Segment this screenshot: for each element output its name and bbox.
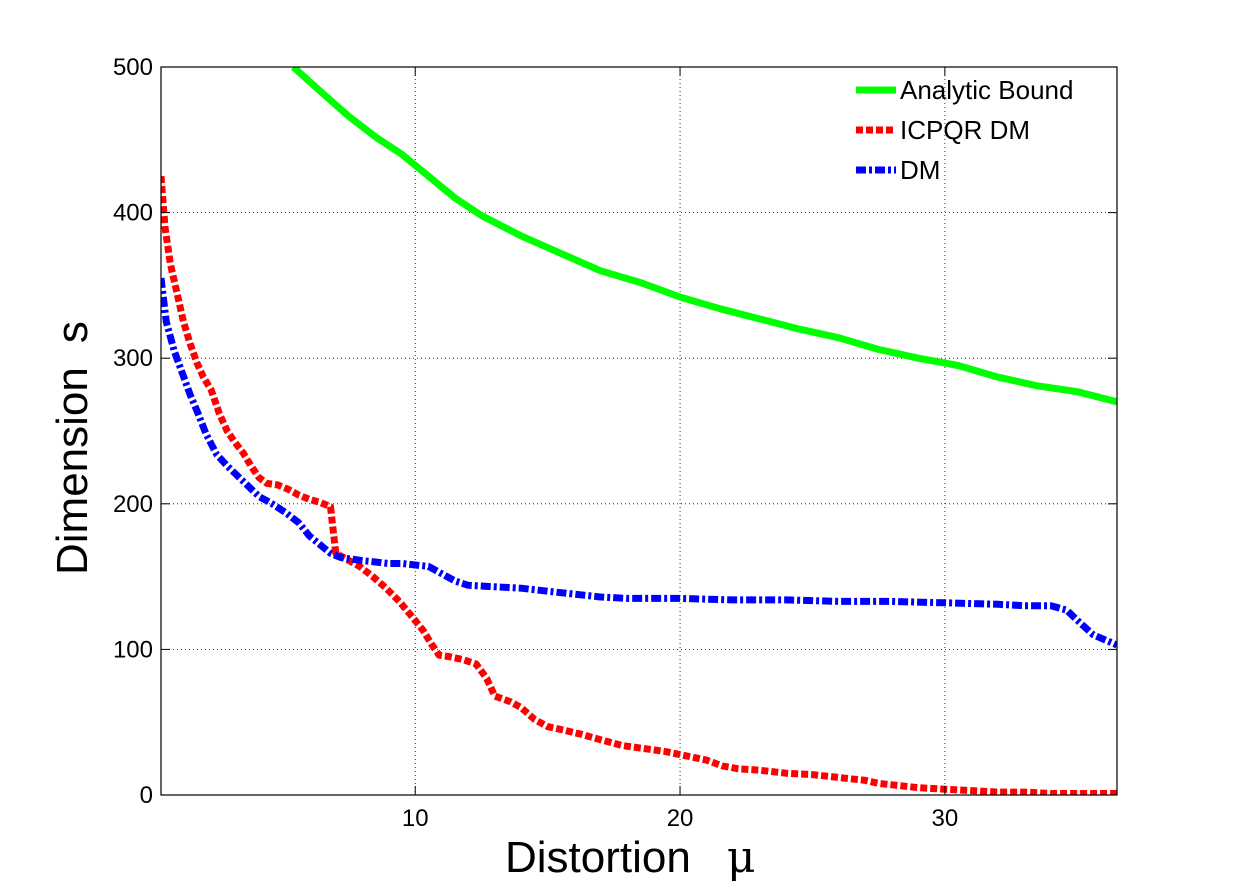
y-tick-label: 100 <box>113 636 153 663</box>
x-tick-label: 10 <box>402 805 429 832</box>
y-tick-label: 400 <box>113 200 153 227</box>
legend-label-icpqr-dm: ICPQR DM <box>900 115 1030 145</box>
legend: Analytic Bound ICPQR DM DM <box>856 75 1073 185</box>
legend-label-dm: DM <box>900 155 940 185</box>
x-axis-label: Distortion μ <box>505 832 755 883</box>
y-tick-label: 500 <box>113 54 153 81</box>
plot-frame <box>160 66 1118 796</box>
y-tick-label: 0 <box>140 782 153 809</box>
y-tick-label: 300 <box>113 345 153 372</box>
series-line-dm <box>161 277 1117 649</box>
series-line-icpqr-dm <box>161 175 1117 795</box>
plot-area <box>161 67 1117 795</box>
grid-lines <box>161 67 1117 795</box>
data-series <box>161 67 1117 795</box>
legend-label-analytic-bound: Analytic Bound <box>900 75 1073 105</box>
y-tick-label: 200 <box>113 491 153 518</box>
x-tick-label: 20 <box>667 805 694 832</box>
y-axis-label: Dimensions <box>48 321 97 575</box>
x-tick-label: 30 <box>932 805 959 832</box>
series-line-analytic-bound <box>291 67 1117 406</box>
